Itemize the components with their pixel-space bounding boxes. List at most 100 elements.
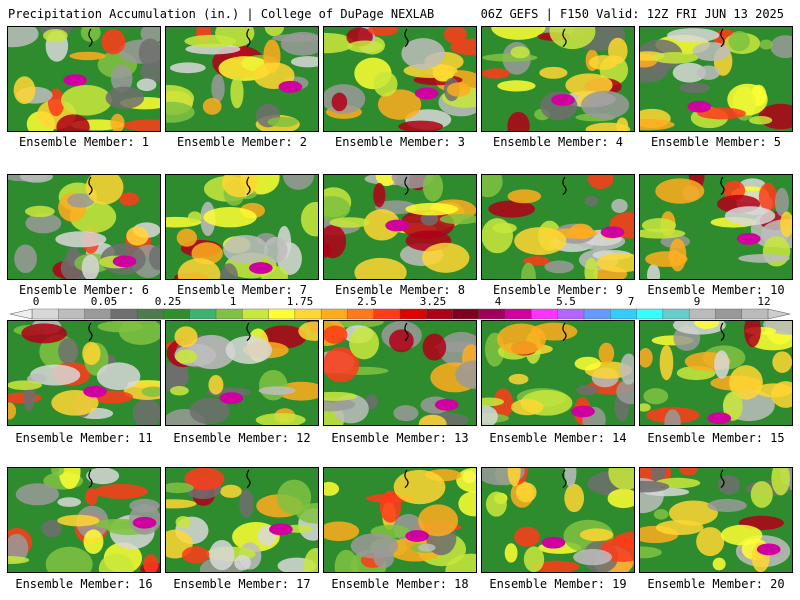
precip-region (523, 546, 545, 572)
precip-region (51, 468, 65, 476)
heavy-precip-core (269, 523, 293, 536)
precip-region (166, 101, 195, 123)
precip-region (347, 40, 383, 53)
colorbar-left-arrow (10, 308, 33, 320)
precip-region (324, 195, 351, 221)
colorbar-swatch (58, 308, 86, 320)
precip-region (596, 252, 634, 273)
precip-region (119, 192, 140, 206)
precip-region (300, 201, 318, 237)
coastline (88, 469, 93, 489)
precip-region (455, 360, 476, 389)
colorbar-swatch (294, 308, 322, 320)
precip-region (510, 399, 544, 416)
precip-region (86, 468, 120, 485)
precip-region (334, 549, 358, 572)
precip-region (491, 27, 546, 40)
precip-region (208, 375, 224, 395)
coastline (562, 469, 567, 489)
precip-region (608, 468, 634, 490)
precip-region (324, 481, 340, 496)
heavy-precip-core (219, 392, 244, 405)
precip-region (640, 347, 653, 368)
coastline (246, 469, 251, 489)
heavy-precip-core (385, 219, 409, 232)
ensemble-member-map (323, 174, 477, 280)
colorbar-tick-label: 0.05 (90, 295, 118, 308)
precip-region (110, 113, 125, 131)
precip-region (598, 342, 615, 365)
precip-region (126, 226, 149, 246)
ensemble-member-label: Ensemble Member: 3 (334, 135, 466, 149)
heavy-precip-core (414, 87, 439, 100)
coastline (88, 322, 93, 342)
precip-region (24, 205, 55, 217)
precip-region (298, 321, 318, 341)
precip-region (492, 222, 517, 234)
precip-region (714, 350, 730, 379)
precip-region (668, 500, 718, 526)
precip-region (722, 391, 743, 421)
precip-region (14, 244, 37, 274)
precip-region (324, 325, 348, 344)
precip-region (439, 214, 476, 225)
precip-region (707, 498, 747, 513)
colorbar-swatch (610, 308, 638, 320)
ensemble-member-map (165, 467, 319, 573)
precip-region (724, 206, 776, 226)
precip-region (679, 82, 711, 94)
precip-region (290, 56, 318, 68)
ensemble-member-label: Ensemble Member: 1 (18, 135, 150, 149)
ensemble-member-label: Ensemble Member: 19 (489, 577, 627, 591)
precip-region (94, 483, 148, 499)
precip-region (655, 178, 705, 204)
precip-region (110, 64, 133, 93)
precip-region (750, 481, 773, 508)
colorbar-swatch (688, 308, 717, 320)
precip-region (98, 553, 134, 572)
precip-region (482, 397, 505, 407)
precip-region (255, 413, 306, 425)
precip-region (401, 38, 446, 69)
precip-region (263, 236, 288, 263)
precip-region (640, 480, 670, 493)
precip-region (181, 546, 210, 564)
precip-region (166, 482, 194, 494)
colorbar-swatch (31, 308, 59, 320)
colorbar-swatch (136, 308, 165, 320)
colorbar-tick-label: 0 (32, 295, 40, 308)
ensemble-member-label: Ensemble Member: 16 (15, 577, 153, 591)
colorbar-swatch (636, 308, 664, 320)
precip-region (422, 242, 470, 273)
precip-region (568, 223, 594, 240)
colorbar-swatch (189, 308, 217, 320)
precip-region (140, 27, 160, 44)
precip-region (576, 384, 599, 396)
colorbar-tick-label: 9 (693, 295, 701, 308)
ensemble-member-label: Ensemble Member: 5 (650, 135, 782, 149)
precip-region (678, 468, 699, 476)
precip-region (223, 234, 268, 265)
precip-region (510, 46, 530, 59)
precip-region (166, 364, 189, 392)
precip-region (132, 398, 160, 425)
precip-region (8, 533, 29, 563)
colorbar-swatch (478, 308, 506, 320)
precip-region (640, 546, 662, 559)
precip-region (664, 409, 681, 425)
precip-region (176, 228, 197, 247)
colorbar-right-arrow (767, 308, 790, 320)
colorbar-tick-label: 2.5 (357, 295, 377, 308)
precip-region (230, 76, 244, 109)
precip-region (363, 209, 401, 241)
precip-region (587, 175, 614, 190)
precip-region (258, 386, 296, 395)
ensemble-member-label: Ensemble Member: 2 (176, 135, 308, 149)
ensemble-member-label: Ensemble Member: 11 (15, 431, 153, 445)
heavy-precip-core (63, 74, 87, 86)
colorbar-swatch (426, 308, 454, 320)
ensemble-member-label: Ensemble Member: 15 (647, 431, 785, 445)
coastline (562, 176, 567, 196)
precip-region (41, 519, 63, 538)
precip-region (588, 55, 618, 70)
